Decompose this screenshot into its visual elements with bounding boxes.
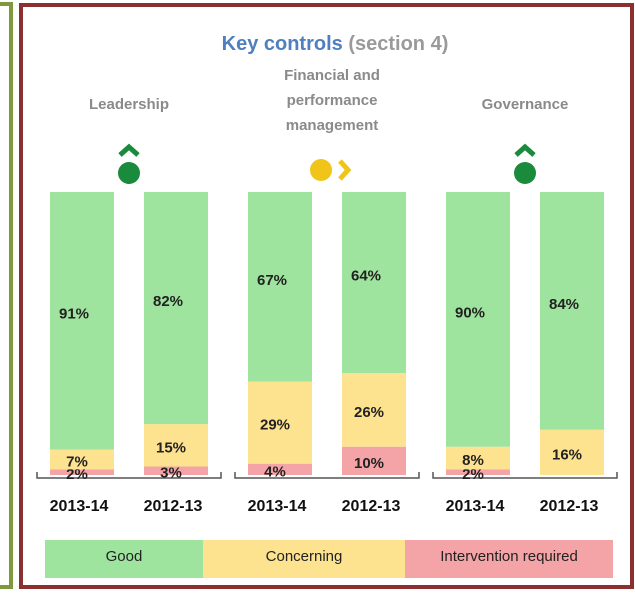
title: Key controls bbox=[222, 33, 343, 55]
panel-frame bbox=[19, 3, 634, 589]
group-label: Leadership bbox=[88, 96, 170, 113]
value-label: 15% bbox=[156, 439, 186, 456]
value-label: 3% bbox=[160, 465, 182, 482]
x-tick-label: 2012-13 bbox=[540, 498, 599, 515]
status-up-icon bbox=[514, 143, 536, 184]
group-bracket bbox=[234, 472, 420, 479]
legend-label: Good bbox=[106, 548, 143, 565]
bar-segment bbox=[50, 192, 114, 450]
group-label: Financial and performance management bbox=[284, 67, 380, 134]
bar-segment bbox=[144, 192, 208, 425]
bar-segment bbox=[446, 446, 510, 470]
bar-segment bbox=[540, 429, 604, 475]
bar-segment bbox=[342, 446, 406, 475]
value-label: 2% bbox=[462, 466, 484, 483]
value-label: 29% bbox=[260, 417, 290, 434]
value-label: 90% bbox=[455, 304, 485, 321]
bar-segment bbox=[248, 192, 312, 382]
value-label: 82% bbox=[153, 293, 183, 310]
bar-segment bbox=[144, 466, 208, 475]
bar-segment bbox=[342, 373, 406, 447]
value-label: 8% bbox=[462, 452, 484, 469]
group-bracket bbox=[36, 472, 222, 479]
value-label: 10% bbox=[354, 455, 384, 472]
x-tick-label: 2012-13 bbox=[144, 498, 203, 515]
legend-swatch bbox=[405, 540, 613, 578]
x-tick-label: 2013-14 bbox=[248, 498, 307, 515]
bar-segment bbox=[248, 463, 312, 475]
bar-segment bbox=[248, 381, 312, 464]
value-label: 7% bbox=[66, 453, 88, 470]
value-label: 91% bbox=[59, 306, 89, 323]
value-label: 84% bbox=[549, 296, 579, 313]
x-tick-label: 2012-13 bbox=[342, 498, 401, 515]
x-tick-label: 2013-14 bbox=[50, 498, 109, 515]
bar-segment bbox=[540, 192, 604, 430]
bar-segment bbox=[446, 192, 510, 447]
value-label: 4% bbox=[264, 463, 286, 480]
value-label: 2% bbox=[66, 466, 88, 483]
bar-segment bbox=[446, 469, 510, 475]
value-label: 26% bbox=[354, 404, 384, 421]
legend-label: Concerning bbox=[266, 548, 343, 565]
value-label: 64% bbox=[351, 268, 381, 285]
legend-label: Intervention required bbox=[440, 548, 578, 565]
left-panel-frame bbox=[0, 2, 13, 589]
x-tick-label: 2013-14 bbox=[446, 498, 505, 515]
status-right-icon bbox=[310, 159, 352, 181]
bar-segment bbox=[50, 469, 114, 475]
group-bracket bbox=[432, 472, 618, 479]
subtitle: (section 4) bbox=[348, 33, 448, 55]
bar-segment bbox=[144, 424, 208, 467]
value-label: 67% bbox=[257, 272, 287, 289]
status-up-icon bbox=[118, 143, 140, 184]
group-label: Governance bbox=[481, 96, 569, 113]
chart-title: Key controls (section 4) bbox=[222, 33, 449, 55]
legend-swatch bbox=[203, 540, 405, 578]
bar-segment bbox=[50, 449, 114, 470]
bar-segment bbox=[342, 192, 406, 374]
legend-swatch bbox=[45, 540, 203, 578]
value-label: 16% bbox=[552, 446, 582, 463]
